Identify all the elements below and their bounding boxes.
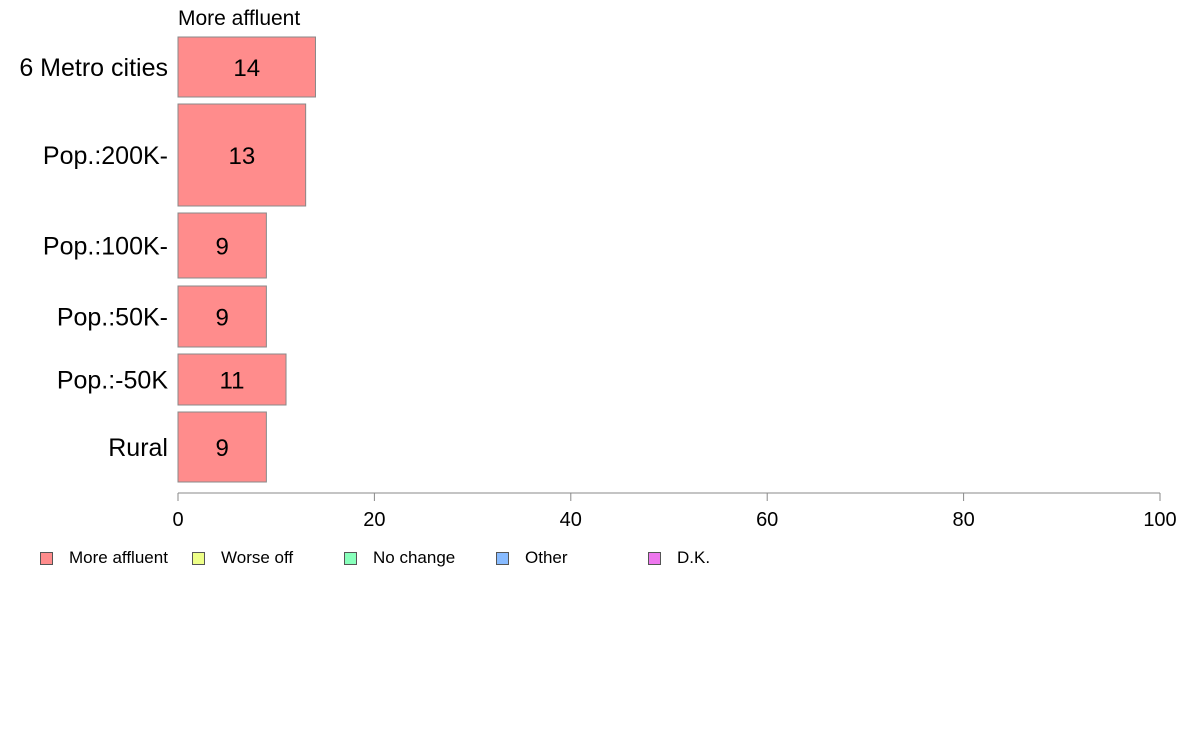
legend-label: No change: [373, 548, 456, 567]
series-header-label: More affluent: [178, 7, 300, 30]
legend-item-more-affluent: More affluent: [40, 548, 168, 568]
bar-segment: [177, 285, 267, 348]
legend-item-worse-off: Worse off: [192, 548, 293, 568]
bar-value-label: 9: [216, 305, 229, 332]
bar-value-label: 9: [216, 234, 229, 261]
legend-swatch-worse-off: [192, 551, 205, 565]
category-label: Pop.:200K-: [43, 142, 168, 170]
x-tick-label: 0: [172, 509, 183, 531]
bars: [177, 36, 316, 483]
x-tick-label: 40: [560, 509, 582, 531]
legend-label: More affluent: [69, 548, 168, 567]
bar-value-label: 13: [228, 143, 255, 170]
category-label: Pop.:-50K: [57, 367, 169, 395]
bar-value-label: 14: [233, 55, 260, 82]
x-tick-label: 100: [1143, 509, 1176, 531]
bar-segment: [177, 411, 267, 483]
category-label: 6 Metro cities: [19, 54, 168, 82]
bar-value-label: 9: [216, 435, 229, 462]
legend-item-no-change: No change: [344, 548, 455, 568]
bar-segment: [177, 103, 307, 207]
bar-segment: [177, 212, 267, 279]
bar-value-labels: 14 13 9 9 11 9: [216, 55, 261, 462]
x-axis: 0 20 40 60 80 100: [172, 492, 1177, 531]
legend-swatch-more-affluent: [40, 551, 53, 565]
x-tick-label: 80: [952, 509, 974, 531]
legend-label: Worse off: [221, 548, 294, 567]
legend-label: Other: [525, 548, 568, 567]
legend-item-dk: D.K.: [648, 548, 710, 568]
legend-label: D.K.: [677, 548, 711, 567]
legend-swatch-no-change: [344, 551, 357, 565]
category-label: Rural: [108, 434, 168, 462]
legend-swatch-dk: [648, 551, 661, 565]
legend-swatch-other: [496, 551, 509, 565]
x-tick-label: 60: [756, 509, 778, 531]
x-tick-label: 20: [363, 509, 385, 531]
category-label: Pop.:100K-: [43, 233, 168, 261]
category-label: Pop.:50K-: [57, 304, 168, 332]
category-labels: 6 Metro cities Pop.:200K- Pop.:100K- Pop.:5…: [19, 54, 168, 462]
bar-segment: [177, 36, 316, 98]
bar-value-label: 11: [220, 368, 245, 395]
bar-segment: [177, 353, 287, 406]
legend-item-other: Other: [496, 548, 568, 568]
